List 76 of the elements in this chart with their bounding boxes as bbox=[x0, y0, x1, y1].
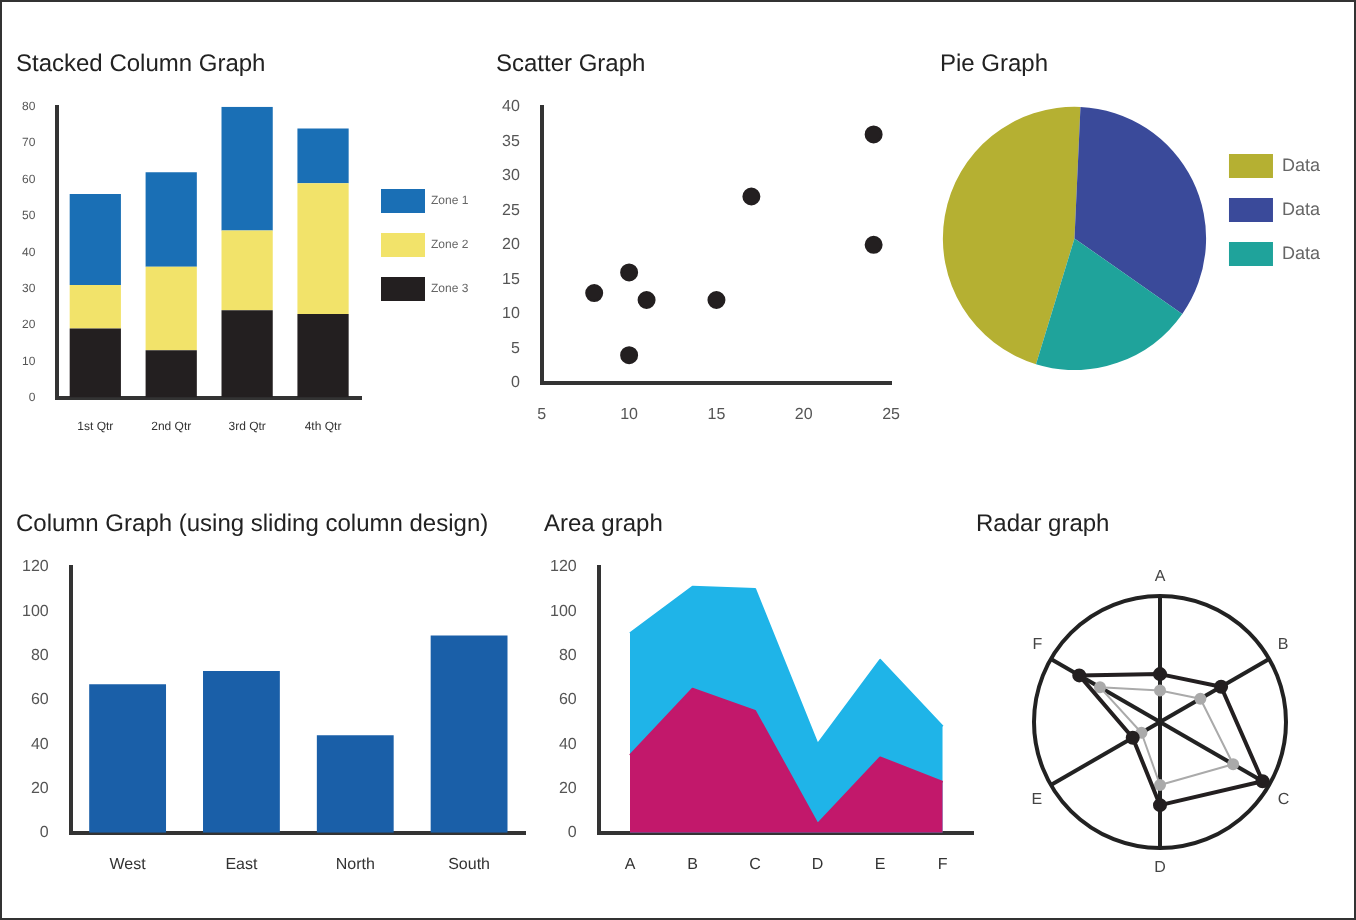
legend-label: Data bbox=[1281, 242, 1321, 263]
bar bbox=[430, 635, 508, 833]
y-tick-label: 20 bbox=[558, 778, 578, 797]
point bbox=[585, 284, 604, 303]
bar bbox=[89, 684, 167, 833]
y-tick-label: 40 bbox=[501, 97, 521, 116]
y-tick-label: 100 bbox=[549, 601, 578, 620]
y-tick-label: 0 bbox=[567, 823, 578, 842]
y-tick-label: 5 bbox=[510, 338, 521, 357]
x-tick-label: South bbox=[448, 854, 490, 873]
legend-label: Data bbox=[1281, 154, 1321, 175]
y-tick-label: 35 bbox=[501, 131, 521, 150]
x-tick-label: B bbox=[687, 854, 698, 873]
y-tick-label: 25 bbox=[501, 200, 521, 219]
y-tick-label: 120 bbox=[21, 557, 50, 576]
x-tick-label: East bbox=[225, 854, 259, 873]
y-tick-label: 120 bbox=[549, 557, 578, 576]
y-tick-label: 30 bbox=[501, 166, 521, 185]
bar bbox=[69, 328, 121, 398]
chart-title: Scatter Graph bbox=[496, 49, 646, 78]
spoke-label: C bbox=[1277, 790, 1290, 809]
spoke-label: F bbox=[1032, 634, 1043, 653]
bar bbox=[145, 172, 197, 267]
bar bbox=[297, 183, 349, 314]
chart-title: Pie Graph bbox=[940, 49, 1049, 78]
chart-title: Column Graph (using sliding column design) bbox=[16, 509, 489, 538]
y-tick-label: 15 bbox=[501, 269, 521, 288]
x-tick-label: North bbox=[335, 854, 375, 873]
bar bbox=[69, 284, 121, 329]
y-tick-label: 20 bbox=[501, 235, 521, 254]
y-tick-label: 40 bbox=[558, 734, 578, 753]
legend-label: Data bbox=[1281, 198, 1321, 219]
y-tick-label: 80 bbox=[30, 645, 50, 664]
x-tick-label: 5 bbox=[537, 404, 548, 423]
point bbox=[742, 187, 761, 206]
x-tick-label: E bbox=[874, 854, 886, 873]
bar bbox=[69, 194, 121, 285]
y-tick-label: 0 bbox=[39, 823, 50, 842]
point bbox=[864, 125, 883, 144]
y-tick-label: 0 bbox=[510, 373, 521, 392]
chart-title: Stacked Column Graph bbox=[16, 49, 266, 78]
point bbox=[620, 346, 639, 365]
x-tick-label: 25 bbox=[882, 404, 902, 423]
bar bbox=[145, 350, 197, 398]
spoke-label: B bbox=[1277, 634, 1289, 653]
y-tick-label: 60 bbox=[558, 690, 578, 709]
bar bbox=[221, 310, 273, 398]
x-tick-label: West bbox=[109, 854, 148, 873]
y-tick-label: 20 bbox=[30, 778, 50, 797]
x-tick-label: F bbox=[937, 854, 948, 873]
point bbox=[620, 263, 639, 282]
x-tick-label: 10 bbox=[620, 404, 640, 423]
y-tick-label: 100 bbox=[21, 601, 50, 620]
bar bbox=[297, 314, 349, 398]
chart-title: Radar graph bbox=[976, 509, 1110, 538]
bar bbox=[145, 266, 197, 351]
x-tick-label: D bbox=[811, 854, 824, 873]
x-tick-label: C bbox=[749, 854, 762, 873]
spoke-label: A bbox=[1154, 566, 1167, 585]
bar bbox=[221, 230, 273, 311]
y-tick-label: 40 bbox=[30, 734, 50, 753]
x-tick-label: 15 bbox=[707, 404, 727, 423]
bar bbox=[203, 670, 280, 833]
spoke-label: E bbox=[1031, 790, 1043, 809]
chart-title: Area graph bbox=[544, 509, 663, 538]
point bbox=[707, 291, 726, 309]
y-tick-label: 80 bbox=[558, 645, 578, 664]
bar bbox=[221, 106, 273, 231]
point bbox=[637, 291, 656, 309]
x-tick-label: 20 bbox=[794, 404, 814, 423]
point bbox=[864, 235, 883, 254]
bar bbox=[297, 128, 349, 184]
bar bbox=[316, 735, 394, 833]
y-tick-label: 60 bbox=[30, 690, 50, 709]
y-tick-label: 10 bbox=[501, 304, 521, 323]
x-tick-label: A bbox=[624, 854, 637, 873]
